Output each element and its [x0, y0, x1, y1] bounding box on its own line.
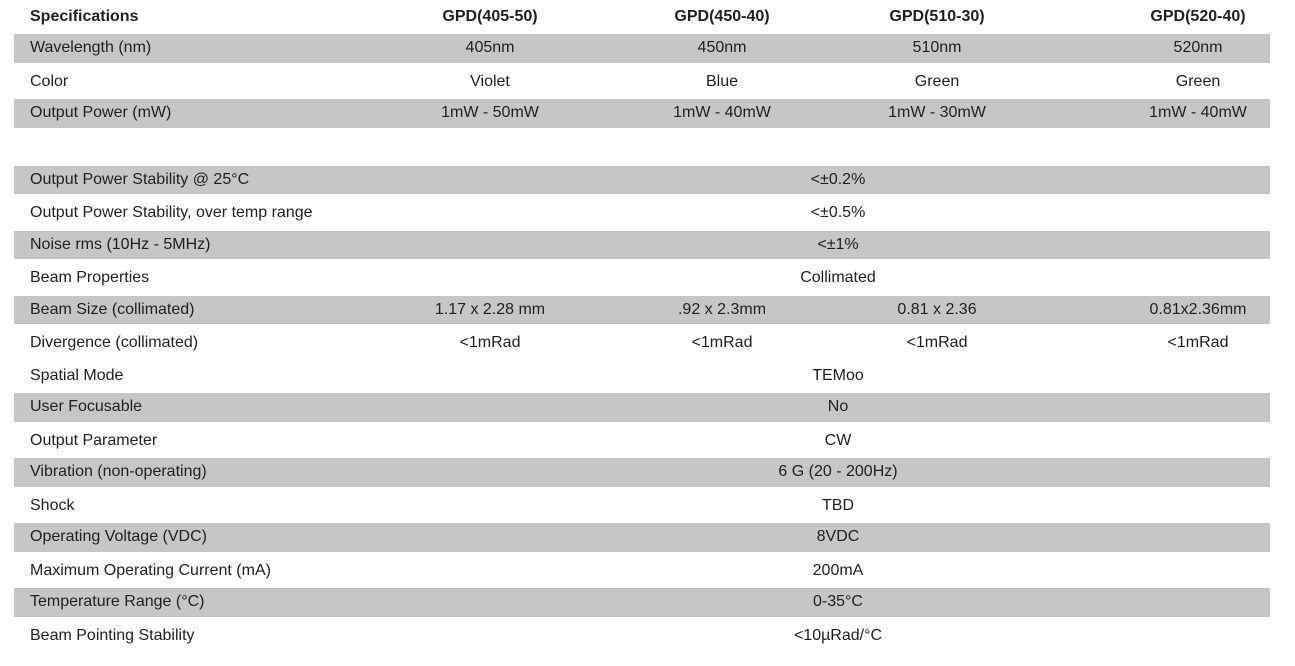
row-label: Color — [30, 72, 69, 90]
cell-value: <1mRad — [906, 334, 968, 352]
cell-span-value: <±1% — [817, 235, 859, 253]
cell-span-value: TEMoo — [812, 366, 864, 384]
row-max-operating-current: Maximum Operating Current (mA) 200mA — [14, 555, 1270, 588]
cell-value: 0.81 x 2.36 — [897, 300, 977, 318]
header-specifications: Specifications — [30, 7, 139, 25]
cell-value: 450nm — [697, 39, 747, 57]
row-label: Shock — [30, 496, 75, 514]
row-label: Noise rms (10Hz - 5MHz) — [30, 235, 211, 253]
row-divergence: Divergence (collimated) <1mRad <1mRad <1… — [14, 327, 1270, 360]
row-beam-properties: Beam Properties Collimated — [14, 262, 1270, 295]
header-model-gpd-510-30: GPD(510-30) — [889, 7, 985, 25]
row-output-power: Output Power (mW) 1mW - 50mW 1mW - 40mW … — [14, 98, 1270, 131]
cell-span-value: TBD — [822, 496, 854, 514]
cell-span-value: No — [827, 398, 849, 416]
cell-span-value: 6 G (20 - 200Hz) — [778, 463, 898, 481]
cell-value: 1mW - 40mW — [1149, 104, 1247, 122]
cell-value: <1mRad — [1167, 334, 1229, 352]
row-label: Output Power (mW) — [30, 104, 172, 122]
cell-value: <1mRad — [459, 334, 521, 352]
row-beam-pointing-stability: Beam Pointing Stability <10µRad/°C — [14, 620, 1270, 653]
cell-span-value: <10µRad/°C — [793, 626, 883, 644]
cell-span-value: 0-35°C — [813, 593, 863, 611]
row-power-stability-temp-range: Output Power Stability, over temp range … — [14, 197, 1270, 230]
header-model-gpd-450-40: GPD(450-40) — [674, 7, 770, 25]
cell-value: .92 x 2.3mm — [677, 300, 767, 318]
row-label: Beam Pointing Stability — [30, 626, 195, 644]
row-noise-rms: Noise rms (10Hz - 5MHz) <±1% — [14, 229, 1270, 262]
row-vibration: Vibration (non-operating) 6 G (20 - 200H… — [14, 457, 1270, 490]
row-wavelength: Wavelength (nm) 405nm 450nm 510nm 520nm — [14, 33, 1270, 66]
row-beam-size: Beam Size (collimated) 1.17 x 2.28 mm .9… — [14, 294, 1270, 327]
cell-value: 520nm — [1173, 39, 1223, 57]
row-label: Beam Properties — [30, 269, 150, 287]
table-header-row: Specifications GPD(405-50) GPD(450-40) G… — [14, 0, 1270, 33]
row-label: Output Parameter — [30, 431, 158, 449]
cell-value: 0.81x2.36mm — [1149, 300, 1247, 318]
cell-value: 1.17 x 2.28 mm — [434, 300, 546, 318]
row-label: Temperature Range (°C) — [30, 593, 205, 611]
row-label: Maximum Operating Current (mA) — [30, 561, 271, 579]
row-temperature-range: Temperature Range (°C) 0-35°C — [14, 587, 1270, 620]
row-operating-voltage: Operating Voltage (VDC) 8VDC — [14, 522, 1270, 555]
cell-value: 405nm — [465, 39, 515, 57]
cell-value: Violet — [470, 72, 510, 90]
cell-value: Blue — [705, 72, 739, 90]
row-label: Wavelength (nm) — [30, 39, 152, 57]
row-output-parameter: Output Parameter CW — [14, 425, 1270, 458]
row-label: Beam Size (collimated) — [30, 300, 195, 318]
row-label: Operating Voltage (VDC) — [30, 528, 207, 546]
row-label: Output Power Stability @ 25°C — [30, 170, 250, 188]
row-color: Color Violet Blue Green Green — [14, 66, 1270, 99]
row-label: Divergence (collimated) — [30, 334, 199, 352]
section-gap — [14, 130, 1270, 165]
cell-span-value: 200mA — [812, 561, 864, 579]
cell-value: 1mW - 30mW — [888, 104, 986, 122]
row-user-focusable: User Focusable No — [14, 392, 1270, 425]
cell-value: 510nm — [912, 39, 962, 57]
header-model-gpd-405-50: GPD(405-50) — [442, 7, 538, 25]
cell-value: <1mRad — [691, 334, 753, 352]
cell-span-value: <±0.2% — [810, 170, 866, 188]
header-model-gpd-520-40: GPD(520-40) — [1150, 7, 1246, 25]
cell-span-value: CW — [824, 431, 852, 449]
cell-value: 1mW - 50mW — [441, 104, 539, 122]
cell-span-value: <±0.5% — [810, 204, 866, 222]
row-power-stability-25c: Output Power Stability @ 25°C <±0.2% — [14, 164, 1270, 197]
cell-value: Green — [914, 72, 960, 90]
cell-value: Green — [1175, 72, 1221, 90]
row-label: Output Power Stability, over temp range — [30, 204, 313, 222]
cell-value: 1mW - 40mW — [673, 104, 771, 122]
row-label: Vibration (non-operating) — [30, 463, 207, 481]
laser-specifications-table: Specifications GPD(405-50) GPD(450-40) G… — [14, 0, 1270, 652]
row-label: Spatial Mode — [30, 366, 124, 384]
cell-span-value: Collimated — [800, 269, 876, 287]
row-label: User Focusable — [30, 398, 143, 416]
cell-span-value: 8VDC — [816, 528, 860, 546]
row-shock: Shock TBD — [14, 490, 1270, 523]
row-spatial-mode: Spatial Mode TEMoo — [14, 360, 1270, 393]
